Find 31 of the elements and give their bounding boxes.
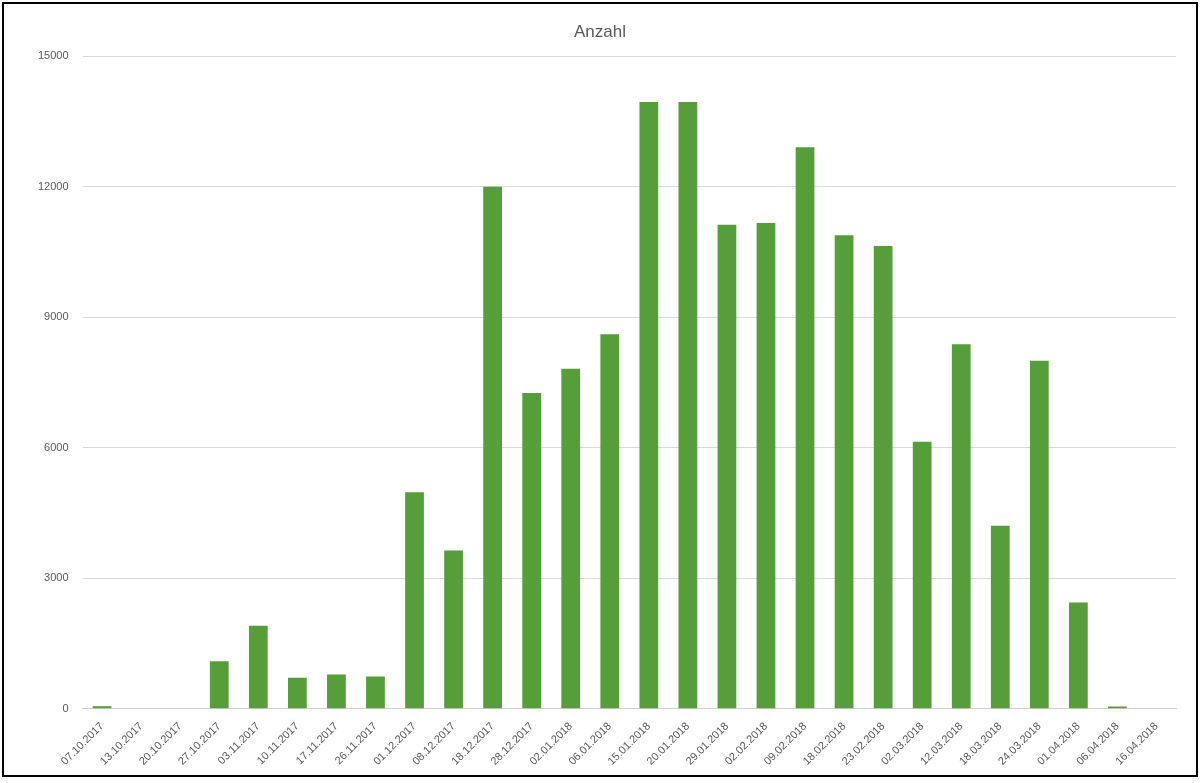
- bar: [405, 492, 424, 709]
- bar: [92, 706, 112, 709]
- bar: [990, 525, 1010, 709]
- bar: [1029, 360, 1049, 709]
- y-tick-label: 15000: [37, 49, 69, 62]
- bar: [639, 102, 659, 709]
- y-tick-label: 3000: [44, 571, 69, 584]
- bar: [912, 441, 932, 709]
- bar: [795, 147, 815, 709]
- y-tick-label: 6000: [44, 440, 69, 453]
- y-tick-label: 0: [62, 701, 69, 714]
- y-tick-label: 12000: [37, 179, 69, 192]
- bar: [483, 186, 502, 709]
- bar: [444, 550, 463, 709]
- y-tick-label: 9000: [44, 310, 69, 323]
- bar: [522, 393, 542, 709]
- bar: [248, 625, 268, 709]
- bar: [873, 246, 893, 709]
- bar: [678, 102, 698, 709]
- bar: [287, 677, 307, 709]
- bar: [1069, 602, 1088, 709]
- bar: [756, 222, 776, 709]
- bar: [561, 368, 581, 709]
- bar: [600, 334, 620, 709]
- bar: [951, 344, 971, 709]
- chart-title: Anzahl: [574, 21, 626, 41]
- bar: [717, 224, 737, 709]
- bar: [327, 674, 346, 709]
- bar: [834, 235, 854, 709]
- bar: [209, 661, 229, 709]
- bar: [366, 676, 385, 709]
